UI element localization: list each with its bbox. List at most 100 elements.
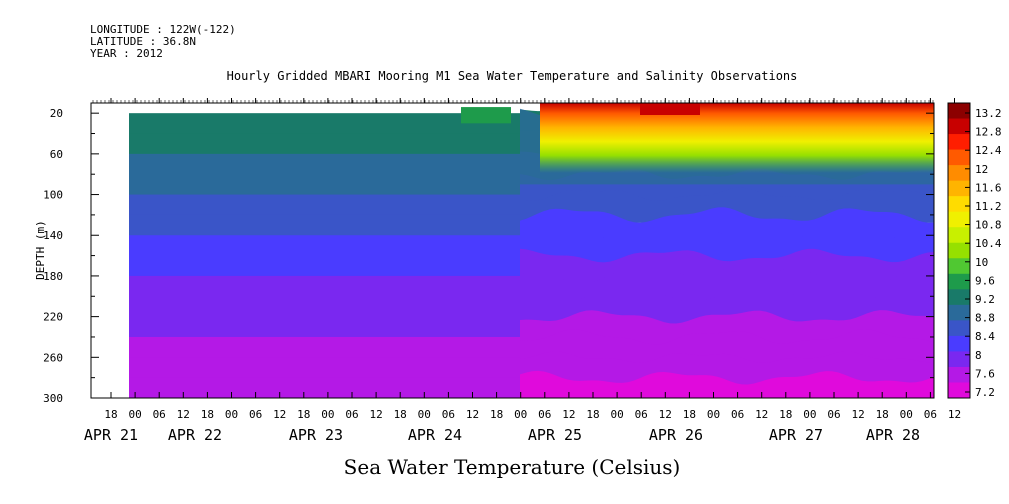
colorbar-swatch xyxy=(948,320,970,337)
x-hour-label: 06 xyxy=(249,408,262,421)
colorbar-label: 8 xyxy=(975,349,982,362)
temperature-band xyxy=(129,174,520,196)
x-hour-label: 00 xyxy=(418,408,431,421)
x-hour-label: 06 xyxy=(635,408,648,421)
y-axis-label: DEPTH (m) xyxy=(34,220,47,280)
temperature-band-variable xyxy=(520,310,934,345)
x-hour-label: 18 xyxy=(201,408,214,421)
x-hour-label: 18 xyxy=(683,408,696,421)
colorbar-label: 7.6 xyxy=(975,367,995,380)
heatmap-area xyxy=(129,103,934,398)
longitude-label: LONGITUDE : 122W(-122) xyxy=(90,23,236,36)
colorbar-swatch xyxy=(948,335,970,352)
x-hour-label: 00 xyxy=(321,408,334,421)
x-hour-label: 06 xyxy=(924,408,937,421)
x-hour-label: 18 xyxy=(779,408,792,421)
colorbar-swatch xyxy=(948,366,970,383)
x-date-label: APR 26 xyxy=(649,426,703,444)
colorbar-swatch xyxy=(948,258,970,275)
colorbar-swatch xyxy=(948,273,970,290)
x-hour-label: 00 xyxy=(900,408,913,421)
x-hour-label: 12 xyxy=(273,408,286,421)
y-tick-label: 220 xyxy=(43,311,63,324)
colorbar-label: 11.2 xyxy=(975,200,1002,213)
year-label: YEAR : 2012 xyxy=(90,47,163,60)
x-hour-label: 12 xyxy=(948,408,961,421)
x-hour-label: 12 xyxy=(755,408,768,421)
colorbar-label: 12 xyxy=(975,163,988,176)
colorbar-label: 9.2 xyxy=(975,293,995,306)
x-hour-label: 00 xyxy=(514,408,527,421)
y-tick-label: 20 xyxy=(50,107,63,120)
temperature-band xyxy=(129,316,520,338)
x-hour-label: 12 xyxy=(177,408,190,421)
colorbar-label: 10.8 xyxy=(975,219,1002,232)
plot-frame xyxy=(90,102,935,399)
colorbar-swatch xyxy=(948,180,970,197)
y-tick-label: 60 xyxy=(50,148,63,161)
temperature-band xyxy=(129,113,520,135)
colorbar-label: 9.6 xyxy=(975,274,995,287)
x-date-label: APR 24 xyxy=(408,426,462,444)
latitude-label: LATITUDE : 36.8N xyxy=(90,35,196,48)
colorbar-label: 12.4 xyxy=(975,144,1002,157)
colorbar-frame xyxy=(947,102,971,399)
x-date-label: APR 22 xyxy=(168,426,222,444)
x-hour-label: 06 xyxy=(538,408,551,421)
y-tick-label: 140 xyxy=(43,229,63,242)
colorbar-swatch xyxy=(948,382,970,399)
shallow-band xyxy=(461,107,511,124)
colorbar-label: 8.4 xyxy=(975,330,995,343)
x-hour-label: 18 xyxy=(490,408,503,421)
x-hour-label: 06 xyxy=(153,408,166,421)
colorbar-swatch xyxy=(948,118,970,135)
colorbar-swatch xyxy=(948,289,970,306)
x-hour-label: 00 xyxy=(610,408,623,421)
temperature-band xyxy=(129,336,520,358)
colorbar-swatch xyxy=(948,227,970,244)
x-hour-label: 06 xyxy=(345,408,358,421)
colorbar-swatch xyxy=(948,242,970,259)
mooring-metadata: LONGITUDE : 122W(-122) LATITUDE : 36.8N … xyxy=(90,24,236,60)
x-hour-label: 12 xyxy=(466,408,479,421)
colorbar-swatch xyxy=(948,304,970,321)
colorbar-swatch xyxy=(948,351,970,368)
x-hour-label: 18 xyxy=(297,408,310,421)
colorbar-swatch xyxy=(948,196,970,213)
x-hour-label: 06 xyxy=(731,408,744,421)
temperature-band xyxy=(129,357,520,379)
surface-warm-layer xyxy=(540,103,934,173)
colorbar-label: 10 xyxy=(975,256,988,269)
y-tick-label: 300 xyxy=(43,392,63,405)
temperature-band-variable xyxy=(520,370,934,398)
temperature-band xyxy=(129,214,520,236)
colorbar-swatch xyxy=(948,149,970,166)
x-date-label: APR 23 xyxy=(289,426,343,444)
x-hour-label: 00 xyxy=(128,408,141,421)
x-hour-label: 12 xyxy=(659,408,672,421)
x-hour-label: 06 xyxy=(827,408,840,421)
colorbar: 13.2 12.8 12.4 12 11.6 11.2 10.8 10.4 10 9.6 9.2 8.… xyxy=(947,102,1002,399)
temperature-band xyxy=(129,133,520,155)
x-date-label: APR 28 xyxy=(866,426,920,444)
colorbar-label: 7.2 xyxy=(975,386,995,399)
x-hour-label: 18 xyxy=(586,408,599,421)
colorbar-label: 11.6 xyxy=(975,181,1002,194)
temperature-band xyxy=(129,377,520,398)
x-hour-label: 18 xyxy=(876,408,889,421)
colorbar-label: 13.2 xyxy=(975,107,1002,120)
temperature-band xyxy=(129,275,520,297)
x-axis-label: Sea Water Temperature (Celsius) xyxy=(344,455,681,479)
x-hour-label: 12 xyxy=(562,408,575,421)
x-date-label: APR 25 xyxy=(528,426,582,444)
temperature-band xyxy=(129,296,520,318)
x-hour-label: 06 xyxy=(442,408,455,421)
temperature-band xyxy=(129,153,520,175)
colorbar-swatch xyxy=(948,211,970,228)
colorbar-swatch xyxy=(948,134,970,151)
temperature-band xyxy=(129,194,520,216)
colorbar-label: 10.4 xyxy=(975,237,1002,250)
x-hour-label: 18 xyxy=(104,408,117,421)
y-tick-label: 260 xyxy=(43,351,63,364)
